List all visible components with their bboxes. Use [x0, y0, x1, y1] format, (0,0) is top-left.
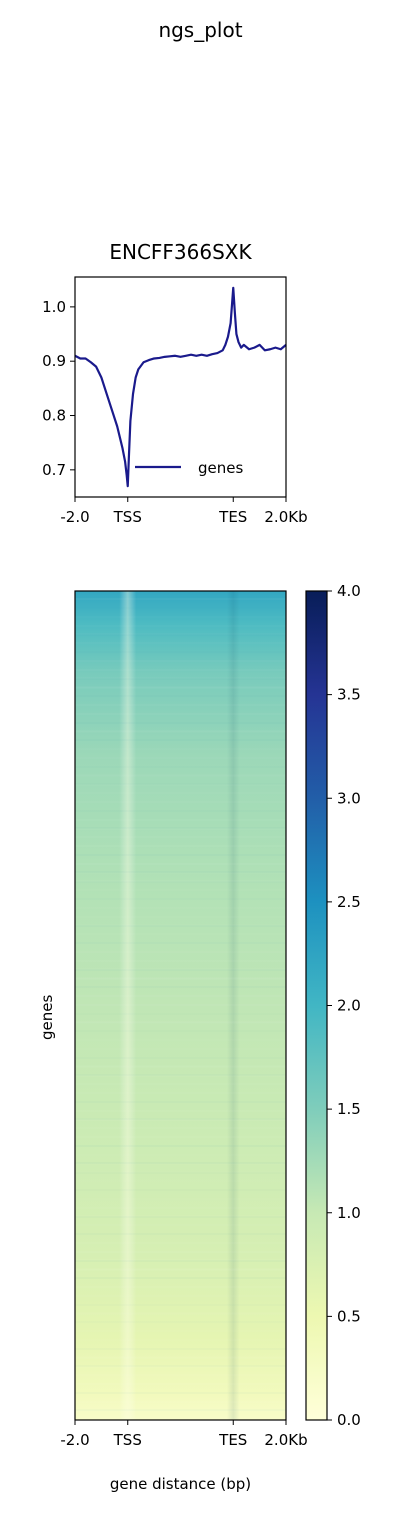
profile-axes-frame — [74, 276, 287, 498]
profile-ytick-label: 1.0 — [42, 298, 66, 316]
profile-xtick-label: 2.0Kb — [264, 508, 307, 526]
heatmap-xtick-label: TSS — [113, 1431, 142, 1449]
heatmap-column-overlay — [75, 591, 286, 1420]
profile-plot: 0.7 0.8 0.9 1.0 -2.0 TSS TES 2.0Kb genes — [42, 276, 308, 526]
profile-ytick-label: 0.8 — [42, 407, 66, 425]
profile-ytick-label: 0.9 — [42, 352, 66, 370]
profile-xtick-label: TSS — [113, 508, 142, 526]
colorbar-tick-label: 3.5 — [337, 686, 361, 704]
colorbar: 0.0 0.5 1.0 1.5 2.0 2.5 3.0 3.5 4.0 — [305, 582, 361, 1429]
profile-xtick-label: -2.0 — [60, 508, 89, 526]
colorbar-tick-label: 1.0 — [337, 1204, 361, 1222]
colorbar-tick-label: 4.0 — [337, 582, 361, 600]
colorbar-tick-label: 1.5 — [337, 1100, 361, 1118]
profile-line-genes — [74, 286, 287, 488]
colorbar-tick-label: 0.5 — [337, 1307, 361, 1325]
colorbar-fill — [306, 591, 327, 1420]
colorbar-tick-label: 3.0 — [337, 789, 361, 807]
colorbar-tick-label: 0.0 — [337, 1411, 361, 1429]
profile-xtick-label: TES — [218, 508, 247, 526]
figure-title: ngs_plot — [158, 18, 243, 42]
heatmap-xtick-label: 2.0Kb — [264, 1431, 307, 1449]
legend-label-genes: genes — [198, 459, 243, 477]
heatmap-xtick-label: TES — [218, 1431, 247, 1449]
colorbar-tick-label: 2.5 — [337, 893, 361, 911]
heatmap-axes-frame — [74, 590, 287, 1421]
heatmap-xtick-label: -2.0 — [60, 1431, 89, 1449]
heatmap-plot: -2.0 TSS TES 2.0Kb — [60, 590, 308, 1449]
profile-title: ENCFF366SXK — [109, 240, 252, 264]
heatmap-xlabel: gene distance (bp) — [109, 1475, 252, 1493]
heatmap-ylabel: genes — [38, 994, 56, 1040]
profile-ytick-label: 0.7 — [42, 461, 66, 479]
colorbar-tick-label: 2.0 — [337, 997, 361, 1015]
